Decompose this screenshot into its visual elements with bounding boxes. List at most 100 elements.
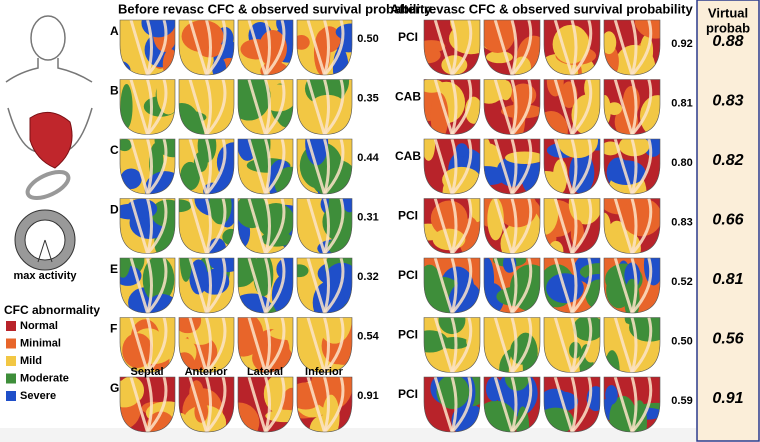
vessel bbox=[630, 317, 653, 373]
vessel bbox=[613, 317, 634, 373]
vessel bbox=[188, 258, 208, 313]
virtual-probability: 0.66 bbox=[712, 212, 743, 229]
map-region bbox=[179, 317, 202, 334]
vessel bbox=[510, 258, 518, 313]
heart-map bbox=[604, 20, 660, 75]
vessel bbox=[323, 198, 345, 254]
heart-map bbox=[238, 377, 293, 432]
vessel bbox=[264, 198, 286, 254]
vessel bbox=[433, 198, 454, 254]
vessel bbox=[570, 139, 578, 194]
map-outline bbox=[483, 79, 541, 135]
map-region bbox=[573, 317, 600, 341]
map-outline bbox=[119, 198, 176, 254]
procedure: CAB bbox=[395, 149, 421, 163]
heart-map bbox=[120, 377, 175, 432]
observed-probability: 0.59 bbox=[671, 395, 692, 407]
map-region bbox=[156, 79, 175, 115]
heart-map bbox=[544, 79, 600, 135]
vessel bbox=[493, 139, 514, 194]
map-region bbox=[621, 198, 660, 237]
map-region bbox=[271, 273, 293, 313]
vessel bbox=[510, 198, 533, 254]
legend-label: Mild bbox=[20, 355, 42, 367]
map-region bbox=[557, 139, 599, 159]
map-region bbox=[120, 83, 133, 129]
observed-probability: 0.81 bbox=[671, 97, 692, 109]
map-region bbox=[120, 60, 131, 75]
vessel bbox=[247, 79, 267, 135]
vessel bbox=[146, 317, 168, 373]
vessel bbox=[129, 258, 149, 313]
observed-probability: 0.83 bbox=[671, 216, 692, 228]
heart-map bbox=[424, 139, 480, 194]
row-label: A bbox=[110, 24, 119, 38]
vessel bbox=[146, 139, 168, 194]
heart-map bbox=[604, 258, 660, 313]
heart-map bbox=[604, 198, 660, 254]
heart-map bbox=[604, 377, 660, 432]
map-outline bbox=[423, 138, 481, 195]
heart-map bbox=[424, 20, 480, 75]
observed-probability: 0.32 bbox=[357, 271, 378, 283]
heart-map bbox=[604, 139, 660, 194]
heart-map bbox=[179, 139, 234, 194]
vessel bbox=[433, 79, 454, 135]
vessel bbox=[205, 79, 212, 135]
map-outline bbox=[178, 198, 235, 254]
observed-probability: 0.52 bbox=[671, 276, 692, 288]
row-label: F bbox=[110, 322, 117, 336]
vessel bbox=[264, 139, 286, 194]
vessel bbox=[205, 377, 227, 432]
vessel bbox=[205, 139, 212, 194]
map-outline bbox=[119, 257, 176, 314]
map-region bbox=[120, 258, 131, 278]
vessel bbox=[630, 258, 653, 313]
vessel bbox=[146, 139, 153, 194]
observed-probability: 0.91 bbox=[357, 390, 378, 402]
map-region bbox=[516, 406, 530, 432]
map-outline bbox=[423, 317, 481, 373]
vessel bbox=[450, 258, 473, 313]
vessel bbox=[553, 258, 574, 313]
procedure: PCI bbox=[398, 328, 418, 342]
map-outline bbox=[237, 257, 294, 314]
map-outline bbox=[296, 79, 353, 135]
vessel bbox=[493, 317, 514, 373]
vessel bbox=[450, 20, 458, 75]
map-outline bbox=[296, 257, 353, 314]
procedure: PCI bbox=[398, 209, 418, 223]
row-label: E bbox=[110, 262, 118, 276]
map-outline bbox=[119, 19, 176, 76]
vessel bbox=[510, 20, 518, 75]
vessel bbox=[570, 79, 593, 135]
map-outline bbox=[603, 198, 661, 254]
map-outline bbox=[237, 198, 294, 254]
heart-map bbox=[238, 317, 293, 373]
legend-swatch bbox=[6, 321, 16, 331]
map-outline bbox=[543, 198, 601, 254]
vessel bbox=[205, 139, 227, 194]
vessel bbox=[630, 317, 638, 373]
vessel bbox=[613, 258, 634, 313]
vessel bbox=[613, 377, 634, 432]
vessel bbox=[493, 79, 514, 135]
vessel bbox=[264, 317, 286, 373]
heart-icon bbox=[7, 107, 93, 200]
vessel bbox=[247, 377, 267, 432]
heart-map bbox=[544, 20, 600, 75]
virtual-title: probab bbox=[706, 20, 750, 35]
legend-swatch bbox=[6, 356, 16, 366]
observed-probability: 0.44 bbox=[357, 152, 379, 164]
map-outline bbox=[483, 376, 541, 433]
map-region bbox=[424, 46, 441, 64]
vessel bbox=[630, 377, 653, 432]
map-outline bbox=[119, 317, 176, 373]
heart-map bbox=[297, 317, 352, 373]
heart-map bbox=[424, 79, 480, 135]
vessel bbox=[450, 79, 458, 135]
map-region bbox=[501, 104, 540, 119]
ring-icon bbox=[14, 209, 76, 271]
map-region bbox=[250, 139, 271, 167]
map-region bbox=[120, 139, 132, 152]
